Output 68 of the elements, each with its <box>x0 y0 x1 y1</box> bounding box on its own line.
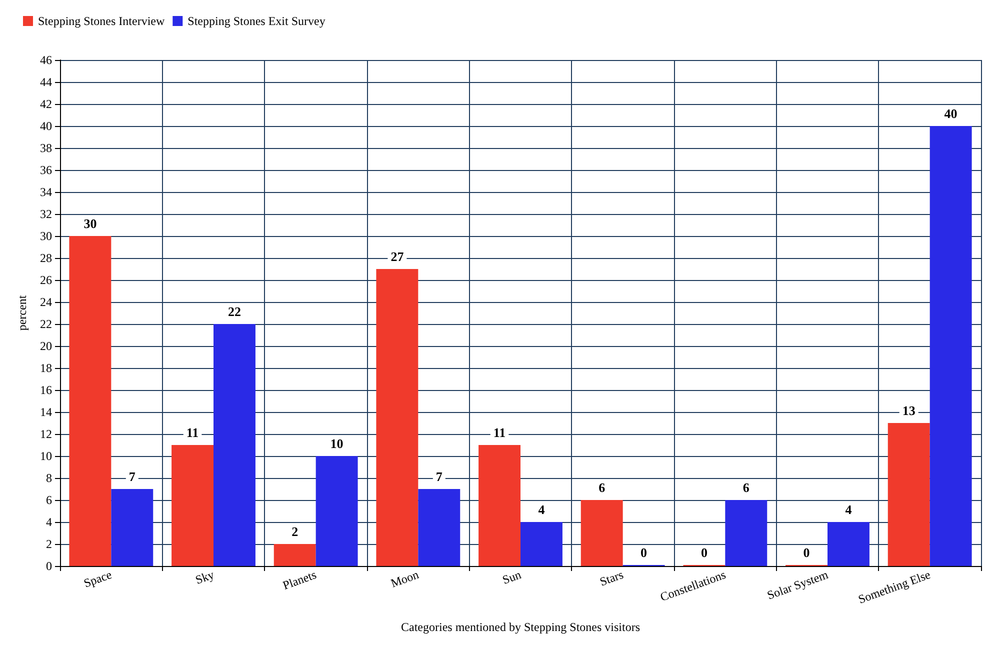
bar <box>828 522 870 566</box>
data-label: 30 <box>84 216 97 231</box>
data-label: 6 <box>598 480 606 495</box>
y-tick-label: 30 <box>40 229 52 243</box>
bar <box>478 445 520 566</box>
data-label: 7 <box>436 469 443 484</box>
bar <box>69 236 112 566</box>
bar <box>725 500 768 566</box>
legend-label: Stepping Stones Interview <box>38 14 165 28</box>
bar <box>172 445 214 566</box>
y-tick-label: 8 <box>46 471 52 485</box>
data-label: 2 <box>292 524 298 539</box>
y-tick-label: 22 <box>40 317 52 331</box>
bar <box>274 544 316 566</box>
y-tick-label: 26 <box>40 273 52 287</box>
y-tick-label: 2 <box>46 537 52 551</box>
y-tick-label: 38 <box>40 141 52 155</box>
y-tick-label: 16 <box>40 383 52 397</box>
y-tick-label: 44 <box>40 75 52 89</box>
y-tick-label: 34 <box>40 185 52 199</box>
y-tick-label: 46 <box>40 53 52 67</box>
data-label: 0 <box>803 545 810 560</box>
bar <box>376 269 418 566</box>
x-tick-label: Solar System <box>765 567 831 602</box>
x-tick-label: Moon <box>388 567 421 590</box>
x-tick-label: Sky <box>194 567 216 587</box>
data-label: 11 <box>493 425 506 440</box>
y-tick-label: 40 <box>40 119 52 133</box>
bar <box>888 423 930 566</box>
x-tick-label: Stars <box>598 567 626 589</box>
data-label: 6 <box>742 480 750 495</box>
bar <box>580 500 623 566</box>
x-tick-label: Space <box>82 567 114 590</box>
data-label: 0 <box>640 545 648 560</box>
y-tick-label: 4 <box>46 515 52 529</box>
y-tick-label: 6 <box>46 493 52 507</box>
data-label: 4 <box>538 502 546 517</box>
data-label: 4 <box>845 502 852 517</box>
y-tick-label: 24 <box>40 295 52 309</box>
y-tick-label: 0 <box>46 559 52 573</box>
x-tick-label: Planets <box>280 567 319 592</box>
bar <box>520 522 562 566</box>
y-tick-label: 36 <box>40 163 52 177</box>
data-label: 27 <box>390 249 404 264</box>
x-axis-title: Categories mentioned by Stepping Stones visitors <box>401 620 640 634</box>
bar <box>418 489 460 566</box>
data-label: 0 <box>700 545 708 560</box>
y-tick-label: 14 <box>40 405 52 419</box>
bar <box>111 489 154 566</box>
y-tick-label: 12 <box>40 427 52 441</box>
y-tick-label: 42 <box>40 97 52 111</box>
data-label: 13 <box>902 403 916 418</box>
y-tick-label: 18 <box>40 361 52 375</box>
bar <box>930 126 972 566</box>
data-label: 40 <box>944 106 958 121</box>
y-tick-label: 10 <box>40 449 52 463</box>
y-axis-title: percent <box>15 294 29 331</box>
bar <box>316 456 358 566</box>
x-tick-label: Sun <box>500 567 523 587</box>
data-label: 10 <box>330 436 344 451</box>
data-label: 11 <box>186 425 199 440</box>
data-label: 7 <box>128 469 136 484</box>
legend-label: Stepping Stones Exit Survey <box>188 14 326 28</box>
y-tick-label: 20 <box>40 339 52 353</box>
bar <box>214 324 256 566</box>
y-tick-label: 32 <box>40 207 52 221</box>
data-label: 22 <box>228 304 241 319</box>
y-tick-label: 28 <box>40 251 52 265</box>
